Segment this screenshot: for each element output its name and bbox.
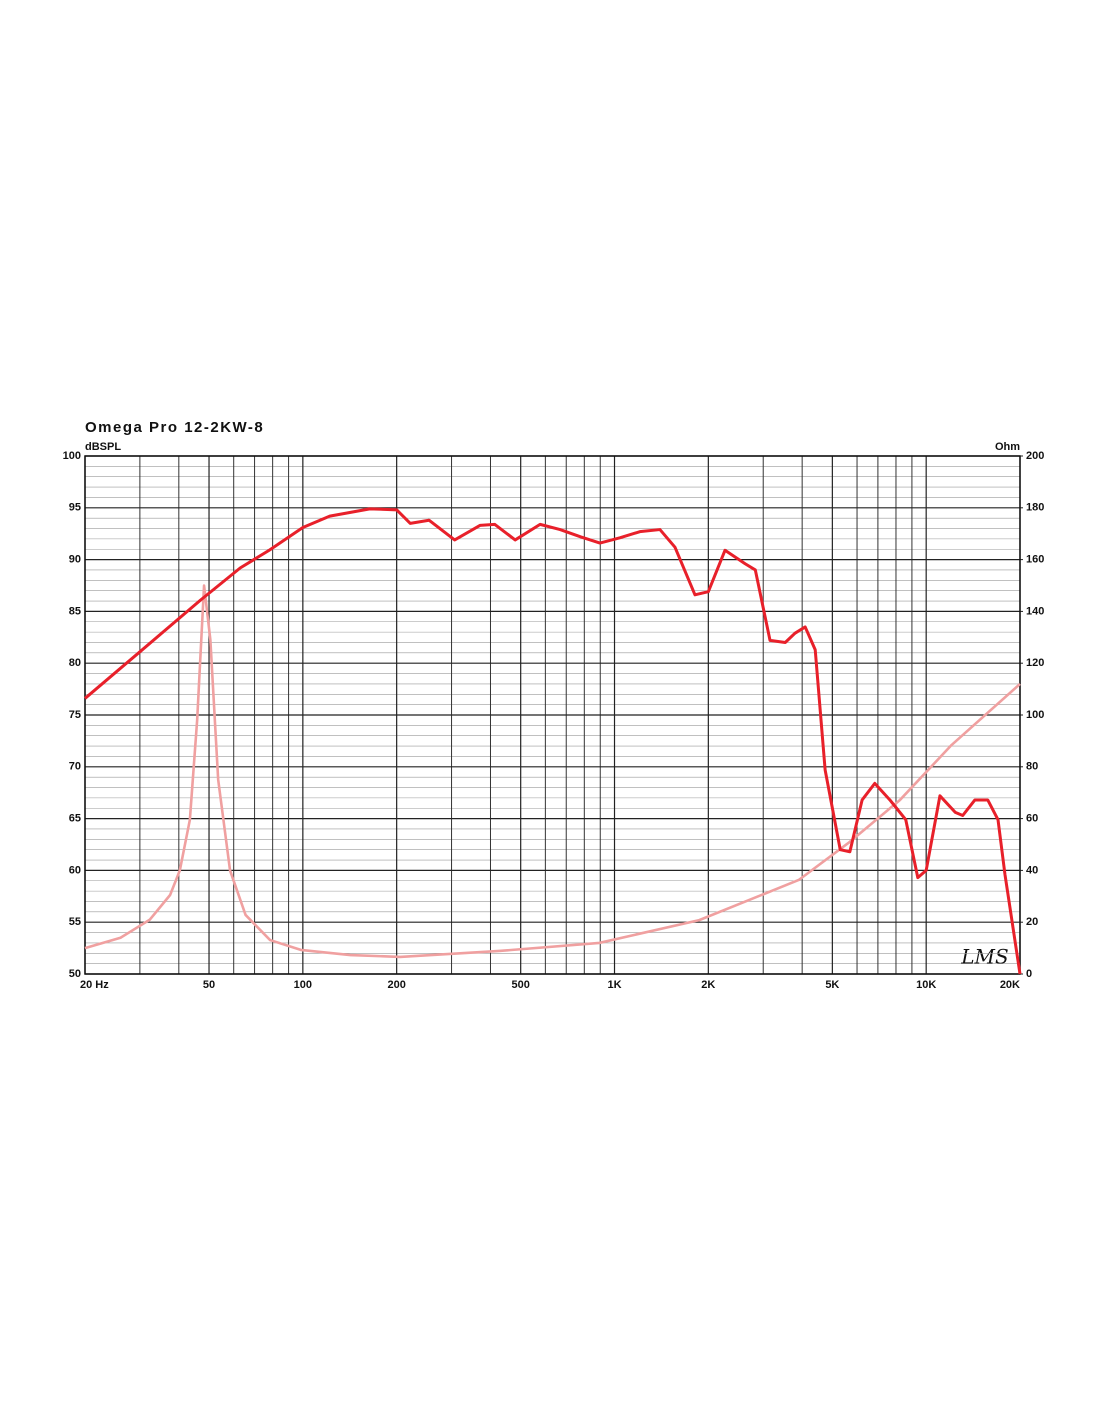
- y2-tick-label: 80: [1026, 761, 1038, 773]
- y-tick-label: 70: [69, 761, 81, 773]
- y-tick-label: 75: [69, 709, 81, 721]
- series-line: [84, 584, 1021, 959]
- y2-tick-label: 200: [1026, 450, 1044, 462]
- y-tick-label: 80: [69, 657, 81, 669]
- y-tick-label: 90: [69, 554, 81, 566]
- y-tick-label: 55: [69, 916, 81, 928]
- y-tick-label: 60: [69, 864, 81, 876]
- x-tick-label: 200: [387, 979, 405, 991]
- y-tick-label: 100: [63, 450, 81, 462]
- x-tick-label: 100: [294, 979, 312, 991]
- y2-tick-label: 180: [1026, 502, 1044, 514]
- y2-tick-label: 160: [1026, 554, 1044, 566]
- y-tick-label: 95: [69, 502, 81, 514]
- y2-tick-label: 40: [1026, 864, 1038, 876]
- x-tick-label: 5K: [825, 979, 839, 991]
- y-tick-label: 50: [69, 968, 81, 980]
- y2-tick-label: 20: [1026, 916, 1038, 928]
- plot-frame: [84, 455, 1021, 975]
- y-tick-label: 85: [69, 605, 81, 617]
- x-tick-label: 10K: [916, 979, 936, 991]
- y2-tick-label: 120: [1026, 657, 1044, 669]
- x-tick-label: 500: [512, 979, 530, 991]
- x-tick-label: 2K: [701, 979, 715, 991]
- y2-tick-label: 140: [1026, 605, 1044, 617]
- series-line: [84, 507, 1022, 975]
- chart-title: Omega Pro 12-2KW-8: [85, 419, 264, 436]
- y2-axis-label: Ohm: [995, 441, 1020, 453]
- logo-annotation: LMS: [960, 945, 1008, 969]
- y2-tick-label: 0: [1026, 968, 1032, 980]
- y2-tick-label: 100: [1026, 709, 1044, 721]
- x-tick-label: 1K: [607, 979, 621, 991]
- y-tick-label: 65: [69, 813, 81, 825]
- x-tick-label: 20K: [1000, 979, 1020, 991]
- y-axis-label: dBSPL: [85, 441, 121, 453]
- x-tick-label: 20 Hz: [80, 979, 109, 991]
- x-tick-label: 50: [203, 979, 215, 991]
- y2-tick-label: 60: [1026, 813, 1038, 825]
